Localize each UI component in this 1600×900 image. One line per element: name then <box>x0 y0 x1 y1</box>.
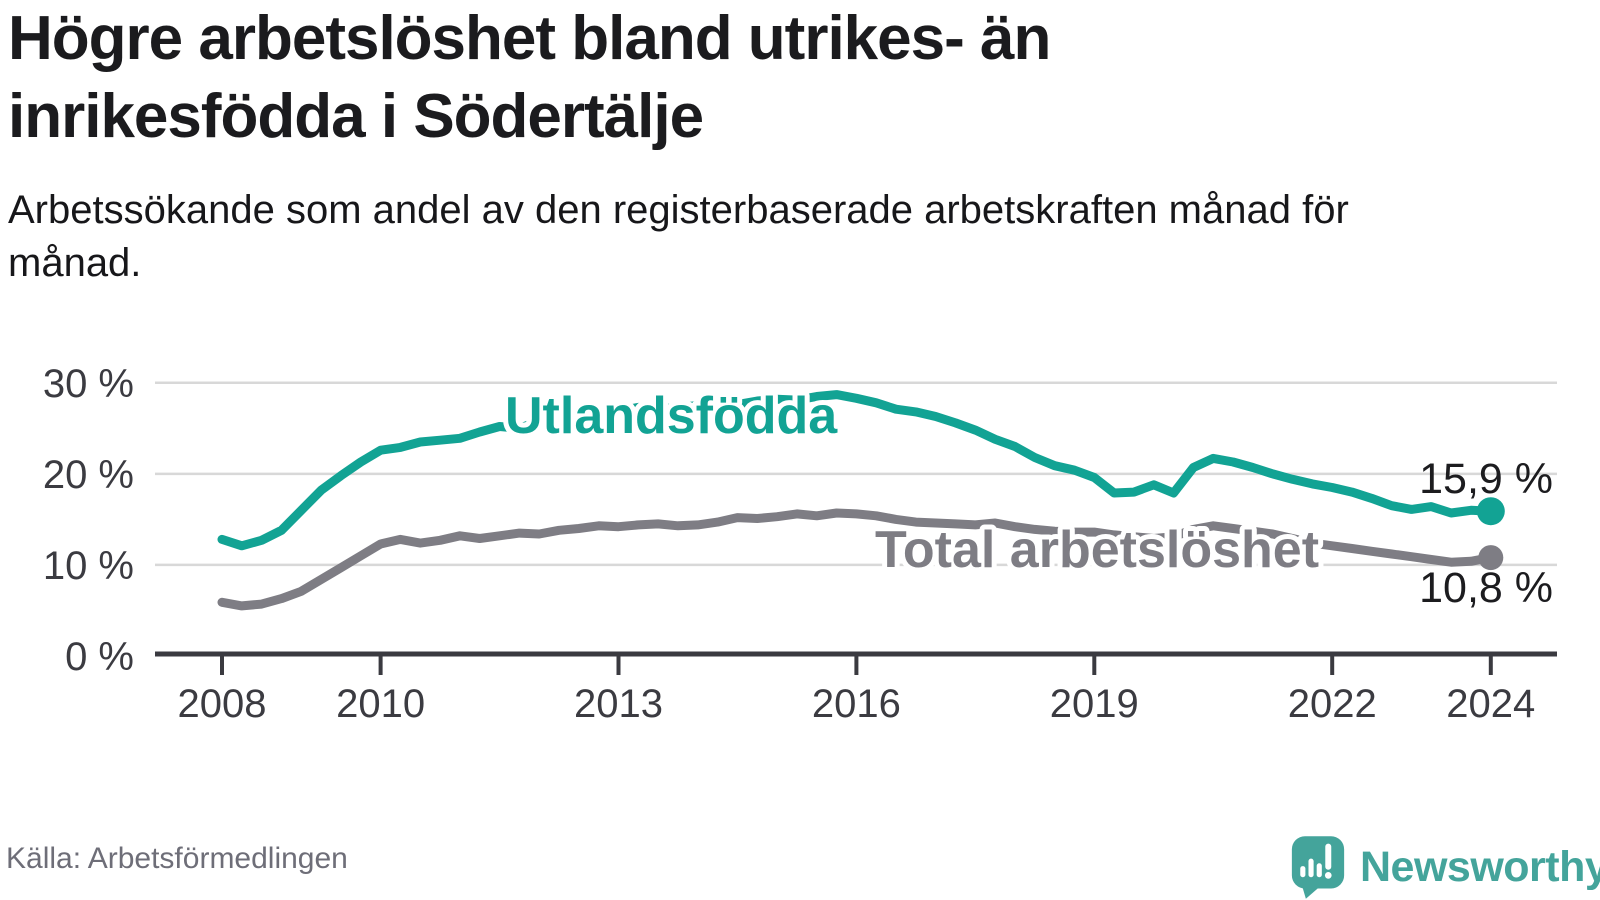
chart-subtitle: Arbetssökande som andel av den registerb… <box>8 188 1349 286</box>
x-tick-label-2024: 2024 <box>1446 682 1535 726</box>
bar-2 <box>1308 858 1314 878</box>
brand-lockup: Newsworthy <box>1290 834 1600 900</box>
x-axis: 2008 2010 2013 2016 2019 2022 2024 <box>155 651 1557 726</box>
exclamation-dot <box>1324 872 1332 879</box>
end-value-label-utlandsfodda: 15,9 % <box>1419 455 1553 503</box>
x-tick-label-2008: 2008 <box>178 682 267 726</box>
end-value-label-total-arbetsloshet: 10,8 % <box>1419 564 1553 612</box>
page-title: Högre arbetslöshet bland utrikes- än inr… <box>8 4 1051 152</box>
x-tick-label-2022: 2022 <box>1288 682 1377 726</box>
y-tick-label-30: 30 % <box>43 362 134 406</box>
series-end-dot-1 <box>1478 545 1504 571</box>
x-tick-label-2013: 2013 <box>574 682 663 726</box>
y-tick-label-0: 0 % <box>65 635 134 679</box>
bar-3 <box>1316 863 1322 878</box>
series-line-1 <box>217 508 1496 611</box>
brand-name: Newsworthy <box>1360 842 1600 891</box>
series-lines <box>217 390 1496 611</box>
gridlines <box>155 381 1557 567</box>
series-end-dots <box>1476 497 1505 571</box>
y-axis-labels: 0 % 10 % 20 % 30 % <box>43 362 134 679</box>
y-tick-label-10: 10 % <box>43 544 134 588</box>
series-label-total-arbetsloshet: Total arbetslöshet <box>875 521 1319 579</box>
x-tick-label-2010: 2010 <box>336 682 425 726</box>
exclamation-bar <box>1325 843 1332 870</box>
y-tick-label-20: 20 % <box>43 453 134 497</box>
series-line-0 <box>217 390 1496 551</box>
newsworthy-logo-icon <box>1291 836 1345 899</box>
series-label-utlandsfodda: Utlandsfödda <box>505 387 838 445</box>
x-tick-label-2016: 2016 <box>812 682 901 726</box>
source-note: Källa: Arbetsförmedlingen <box>6 842 348 875</box>
series-end-dot-0 <box>1476 497 1505 526</box>
bar-1 <box>1300 866 1306 878</box>
x-tick-label-2019: 2019 <box>1050 682 1139 726</box>
